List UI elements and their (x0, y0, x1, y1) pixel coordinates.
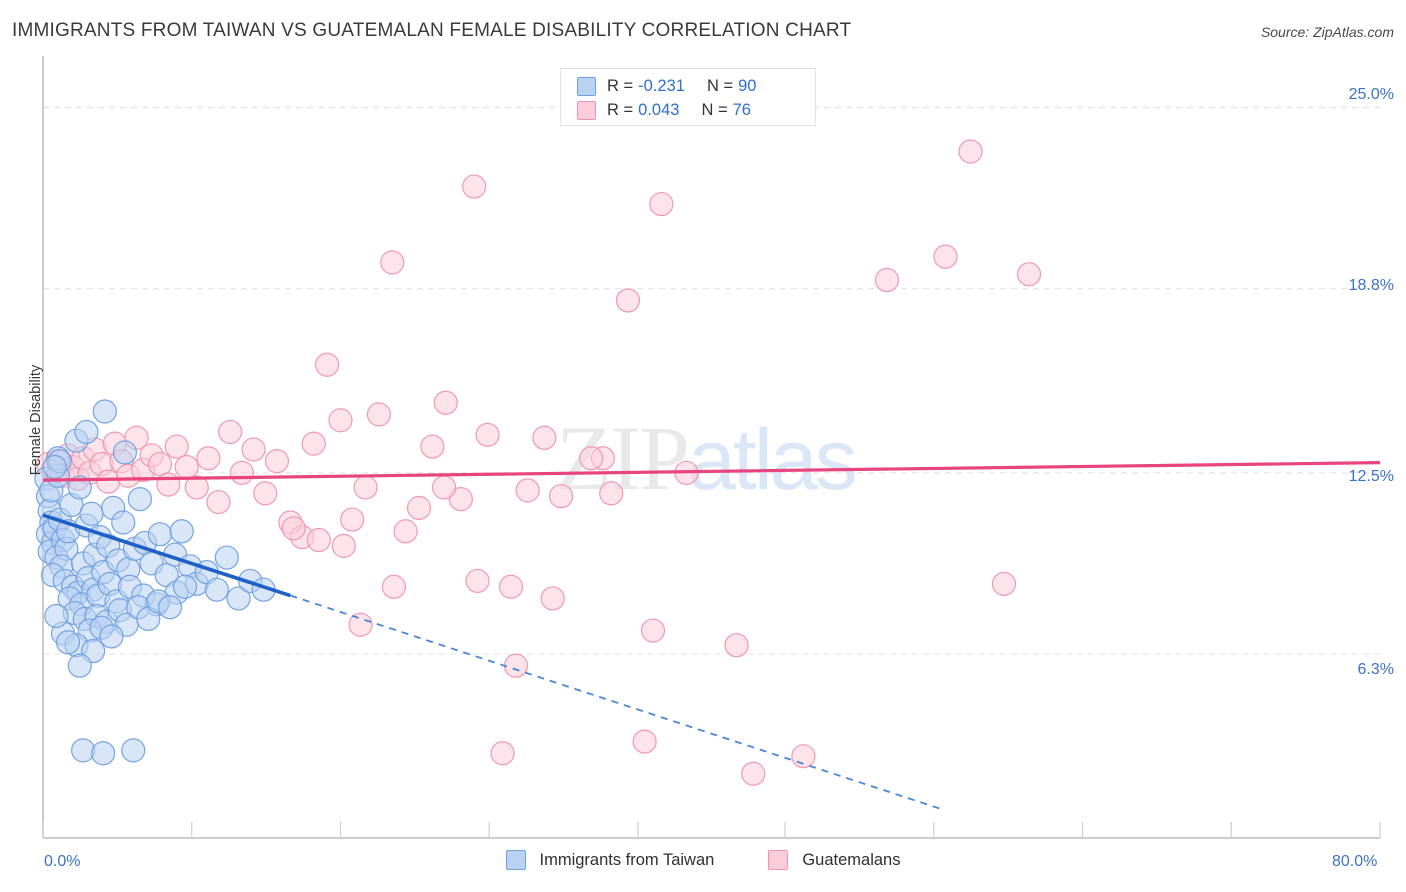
y-tick-label-18-8: 18.8% (1348, 277, 1394, 294)
x-axis-ticks (42, 822, 1381, 838)
r-value-pink: 0.043 (638, 100, 680, 119)
axis-lines (42, 56, 1380, 839)
y-tick-label-25: 25.0% (1348, 86, 1394, 103)
series-legend: Immigrants from Taiwan Guatemalans (0, 850, 1406, 870)
scatter-points-guatemalans (35, 139, 1042, 786)
trendline-guatemalans (42, 461, 1381, 482)
scatter-points-immigrants-taiwan (34, 399, 276, 766)
legend-label-guatemalans: Guatemalans (802, 850, 901, 869)
n-label-pink: N = (701, 100, 728, 119)
n-label-blue: N = (706, 76, 734, 95)
legend-item-guatemalans[interactable]: Guatemalans (768, 850, 900, 870)
r-label-pink: R = (607, 100, 634, 119)
y-axis-title: Female Disability (28, 364, 44, 476)
legend-label-immigrants-taiwan: Immigrants from Taiwan (539, 850, 715, 869)
legend-color-swatch-pink (768, 850, 789, 870)
y-tick-label-6-3: 6.3% (1357, 661, 1394, 678)
correlation-row-guatemalans: R = 0.043 N = 76 (577, 98, 815, 122)
n-value-blue: 90 (738, 76, 757, 95)
correlation-legend: R = -0.231 N = 90 R = 0.043 N = 76 (560, 68, 816, 126)
legend-swatch-blue (577, 76, 596, 96)
gridlines (43, 107, 1380, 655)
n-value-pink: 76 (732, 100, 751, 119)
r-value-blue: -0.231 (638, 76, 685, 95)
legend-swatch-pink (577, 100, 596, 120)
legend-color-swatch-blue (505, 850, 526, 870)
correlation-row-immigrants-taiwan: R = -0.231 N = 90 (577, 74, 815, 98)
x-tick-label-max: 80.0% (1332, 853, 1378, 870)
y-tick-label-12-5: 12.5% (1348, 468, 1394, 485)
source-attribution: Source: ZipAtlas.com (1260, 24, 1394, 40)
legend-item-immigrants-taiwan[interactable]: Immigrants from Taiwan (505, 850, 715, 870)
page-title: IMMIGRANTS FROM TAIWAN VS GUATEMALAN FEM… (12, 20, 852, 41)
r-label-blue: R = (607, 76, 634, 95)
x-tick-label-min: 0.0% (44, 853, 81, 870)
trendline-immigrants-taiwan (42, 513, 941, 810)
